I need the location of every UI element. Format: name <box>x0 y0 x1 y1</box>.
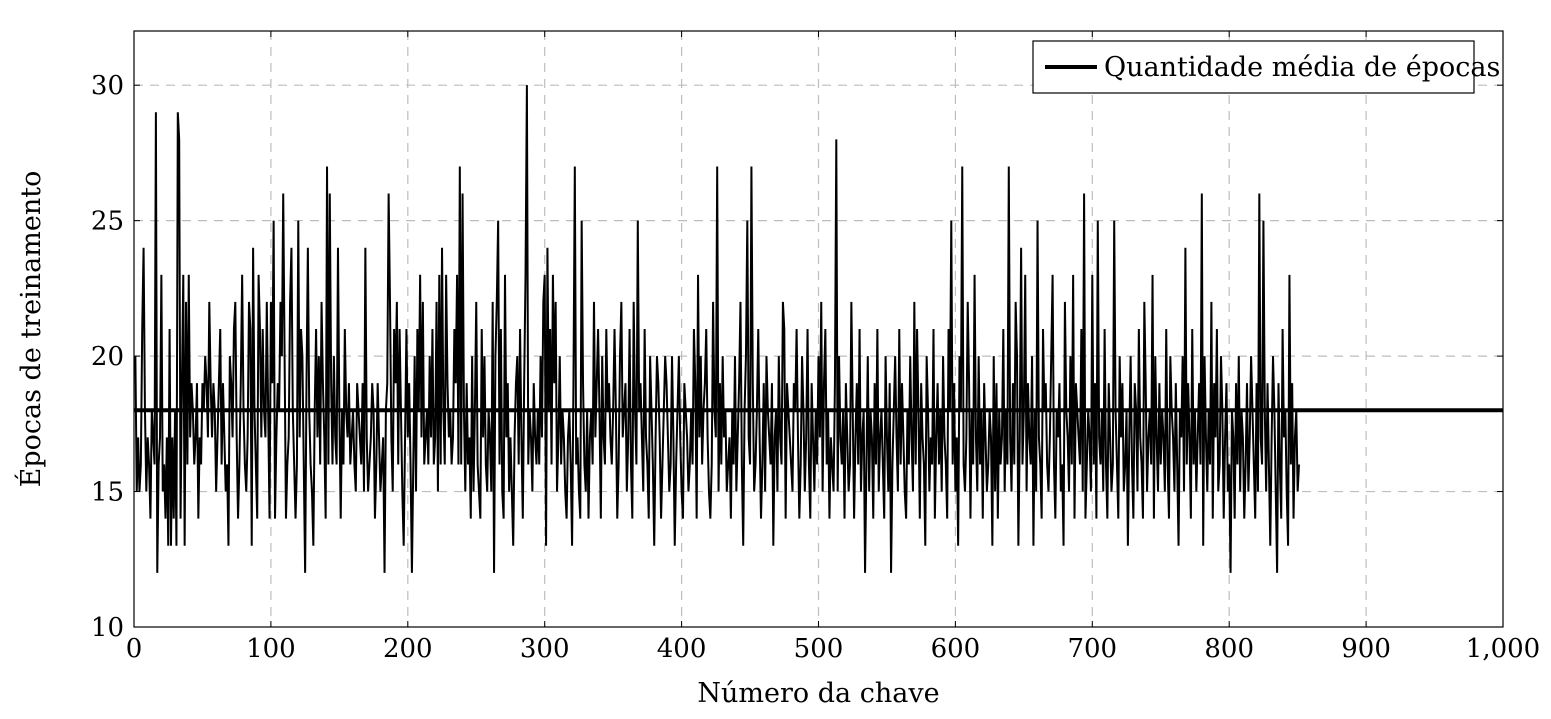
y-tick-label: 15 <box>91 478 124 508</box>
axis-ticks: 0 100 200 300 400 500 600 700 800 900 1,000 10 15 20 2… <box>91 31 1540 664</box>
x-tick-label: 400 <box>657 634 707 664</box>
y-tick-label: 10 <box>91 613 124 643</box>
x-tick-label: 100 <box>246 634 296 664</box>
y-axis-title: Épocas de treinamento <box>14 171 47 488</box>
x-tick-label: 600 <box>931 634 981 664</box>
legend: Quantidade média de épocas <box>1032 40 1500 94</box>
series-group <box>134 85 1503 573</box>
y-tick-label: 30 <box>91 71 124 101</box>
legend-label: Quantidade média de épocas <box>1104 52 1500 83</box>
data-series-line <box>134 85 1301 573</box>
x-tick-label: 200 <box>383 634 433 664</box>
x-tick-label: 900 <box>1341 634 1391 664</box>
x-tick-label: 700 <box>1067 634 1117 664</box>
x-tick-label: 800 <box>1204 634 1254 664</box>
y-tick-label: 25 <box>91 207 124 237</box>
y-tick-label: 20 <box>91 342 124 372</box>
x-tick-label: 300 <box>520 634 570 664</box>
x-axis-title: Número da chave <box>697 678 939 709</box>
x-tick-label: 0 <box>126 634 143 664</box>
x-tick-label: 500 <box>794 634 844 664</box>
legend-box <box>1032 40 1475 94</box>
x-tick-label: 1,000 <box>1466 634 1540 664</box>
